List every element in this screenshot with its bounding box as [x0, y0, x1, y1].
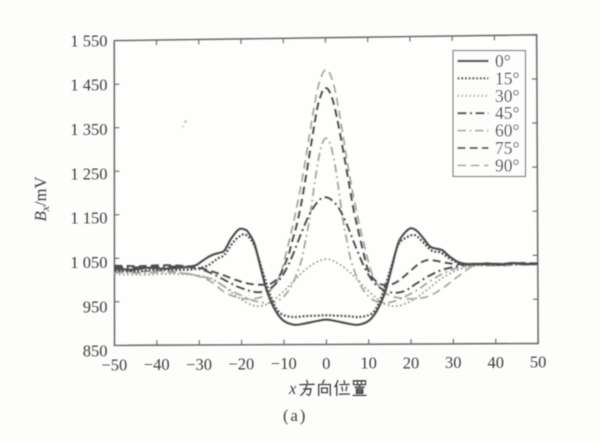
svg-text:30: 30 [445, 353, 462, 372]
svg-text:15°: 15° [495, 68, 520, 88]
svg-text:Bx/mV: Bx/mV [31, 177, 52, 222]
svg-text:1 550: 1 550 [70, 31, 107, 50]
svg-text:40: 40 [487, 353, 504, 372]
svg-text:−50: −50 [101, 355, 127, 374]
svg-text:1 250: 1 250 [70, 164, 107, 183]
svg-text:45°: 45° [495, 103, 520, 123]
svg-text:90°: 90° [495, 155, 520, 175]
svg-text:50: 50 [530, 353, 547, 372]
svg-text:0°: 0° [495, 51, 511, 71]
svg-text:1 450: 1 450 [70, 76, 107, 95]
svg-text:(a): (a) [283, 406, 307, 425]
svg-text:1 050: 1 050 [70, 253, 107, 272]
svg-text:−30: −30 [186, 355, 212, 374]
svg-text:1 350: 1 350 [70, 120, 107, 139]
svg-text:75°: 75° [495, 138, 520, 158]
svg-text:60°: 60° [495, 121, 520, 141]
svg-text:20: 20 [403, 354, 420, 373]
svg-text:0: 0 [322, 354, 330, 373]
svg-text:950: 950 [83, 297, 108, 316]
svg-text:x: x [288, 379, 297, 398]
svg-text:10: 10 [360, 354, 377, 373]
svg-text:−10: −10 [271, 354, 297, 373]
svg-text:−20: −20 [228, 355, 254, 374]
svg-text:30°: 30° [495, 86, 520, 106]
svg-text:850: 850 [83, 342, 108, 361]
svg-text:−40: −40 [144, 355, 170, 374]
svg-text:1 150: 1 150 [70, 209, 107, 228]
